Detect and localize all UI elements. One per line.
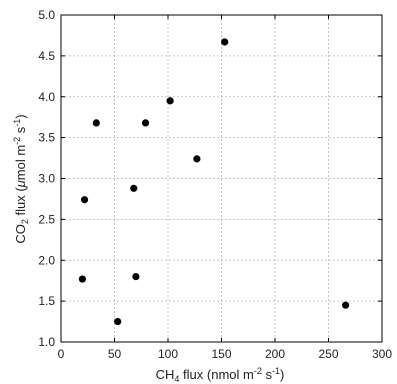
data-point [78,275,86,283]
x-tick-label: 50 [108,347,122,361]
x-tick-label: 300 [372,347,392,361]
x-tick-label: 100 [158,347,178,361]
axis-ticks: 0 50 100 150 200 250 300 1.0 1.5 2.0 2.5 3.0 3.5 4.0 4… [38,8,392,361]
y-label-sup2: -1 [12,119,22,127]
y-tick-label: 3.0 [38,172,55,186]
data-point [141,119,150,127]
y-label-sup1: -2 [12,137,22,145]
y-tick-label: 2.5 [38,212,55,226]
grid-lines [60,14,383,343]
x-tick-label: 0 [58,347,65,361]
x-label-sup2: -1 [272,366,280,376]
x-tick-label: 250 [318,347,338,361]
x-label-subscript: 4 [174,374,179,384]
data-point [114,317,122,326]
data-point [193,155,201,163]
y-label-mu: μ [13,180,28,188]
data-point [221,38,229,46]
y-label-text3: s [13,126,28,137]
x-label-sup1: -2 [254,366,262,376]
x-axis-label: CH4 flux (nmol m-2 s-1) [156,366,285,384]
y-tick-label: 5.0 [38,8,55,22]
y-tick-label: 4.5 [38,49,55,63]
data-point [92,119,100,127]
x-label-close: ) [280,367,284,382]
y-tick-label: 2.0 [38,253,55,267]
y-axis-label: CO2 flux (μmol m-2 s-1) [12,114,30,243]
x-tick-label: 200 [265,347,285,361]
data-point [80,196,89,204]
y-tick-label: 4.0 [38,90,55,104]
data-point [342,301,350,309]
y-tick-label: 1.5 [38,294,55,308]
y-label-text2: mol m [13,145,28,180]
x-label-text: flux (nmol m [179,367,253,382]
data-point [132,273,140,281]
x-label-text2: s [262,367,273,382]
y-label-text: flux ( [13,187,28,219]
y-label-close: ) [13,114,28,118]
data-point [166,97,174,105]
y-label-subscript: 2 [20,219,30,224]
y-tick-label: 1.0 [38,335,55,349]
data-point [130,184,138,192]
y-tick-label: 3.5 [38,131,55,145]
data-points [78,38,350,326]
x-tick-label: 150 [211,347,231,361]
